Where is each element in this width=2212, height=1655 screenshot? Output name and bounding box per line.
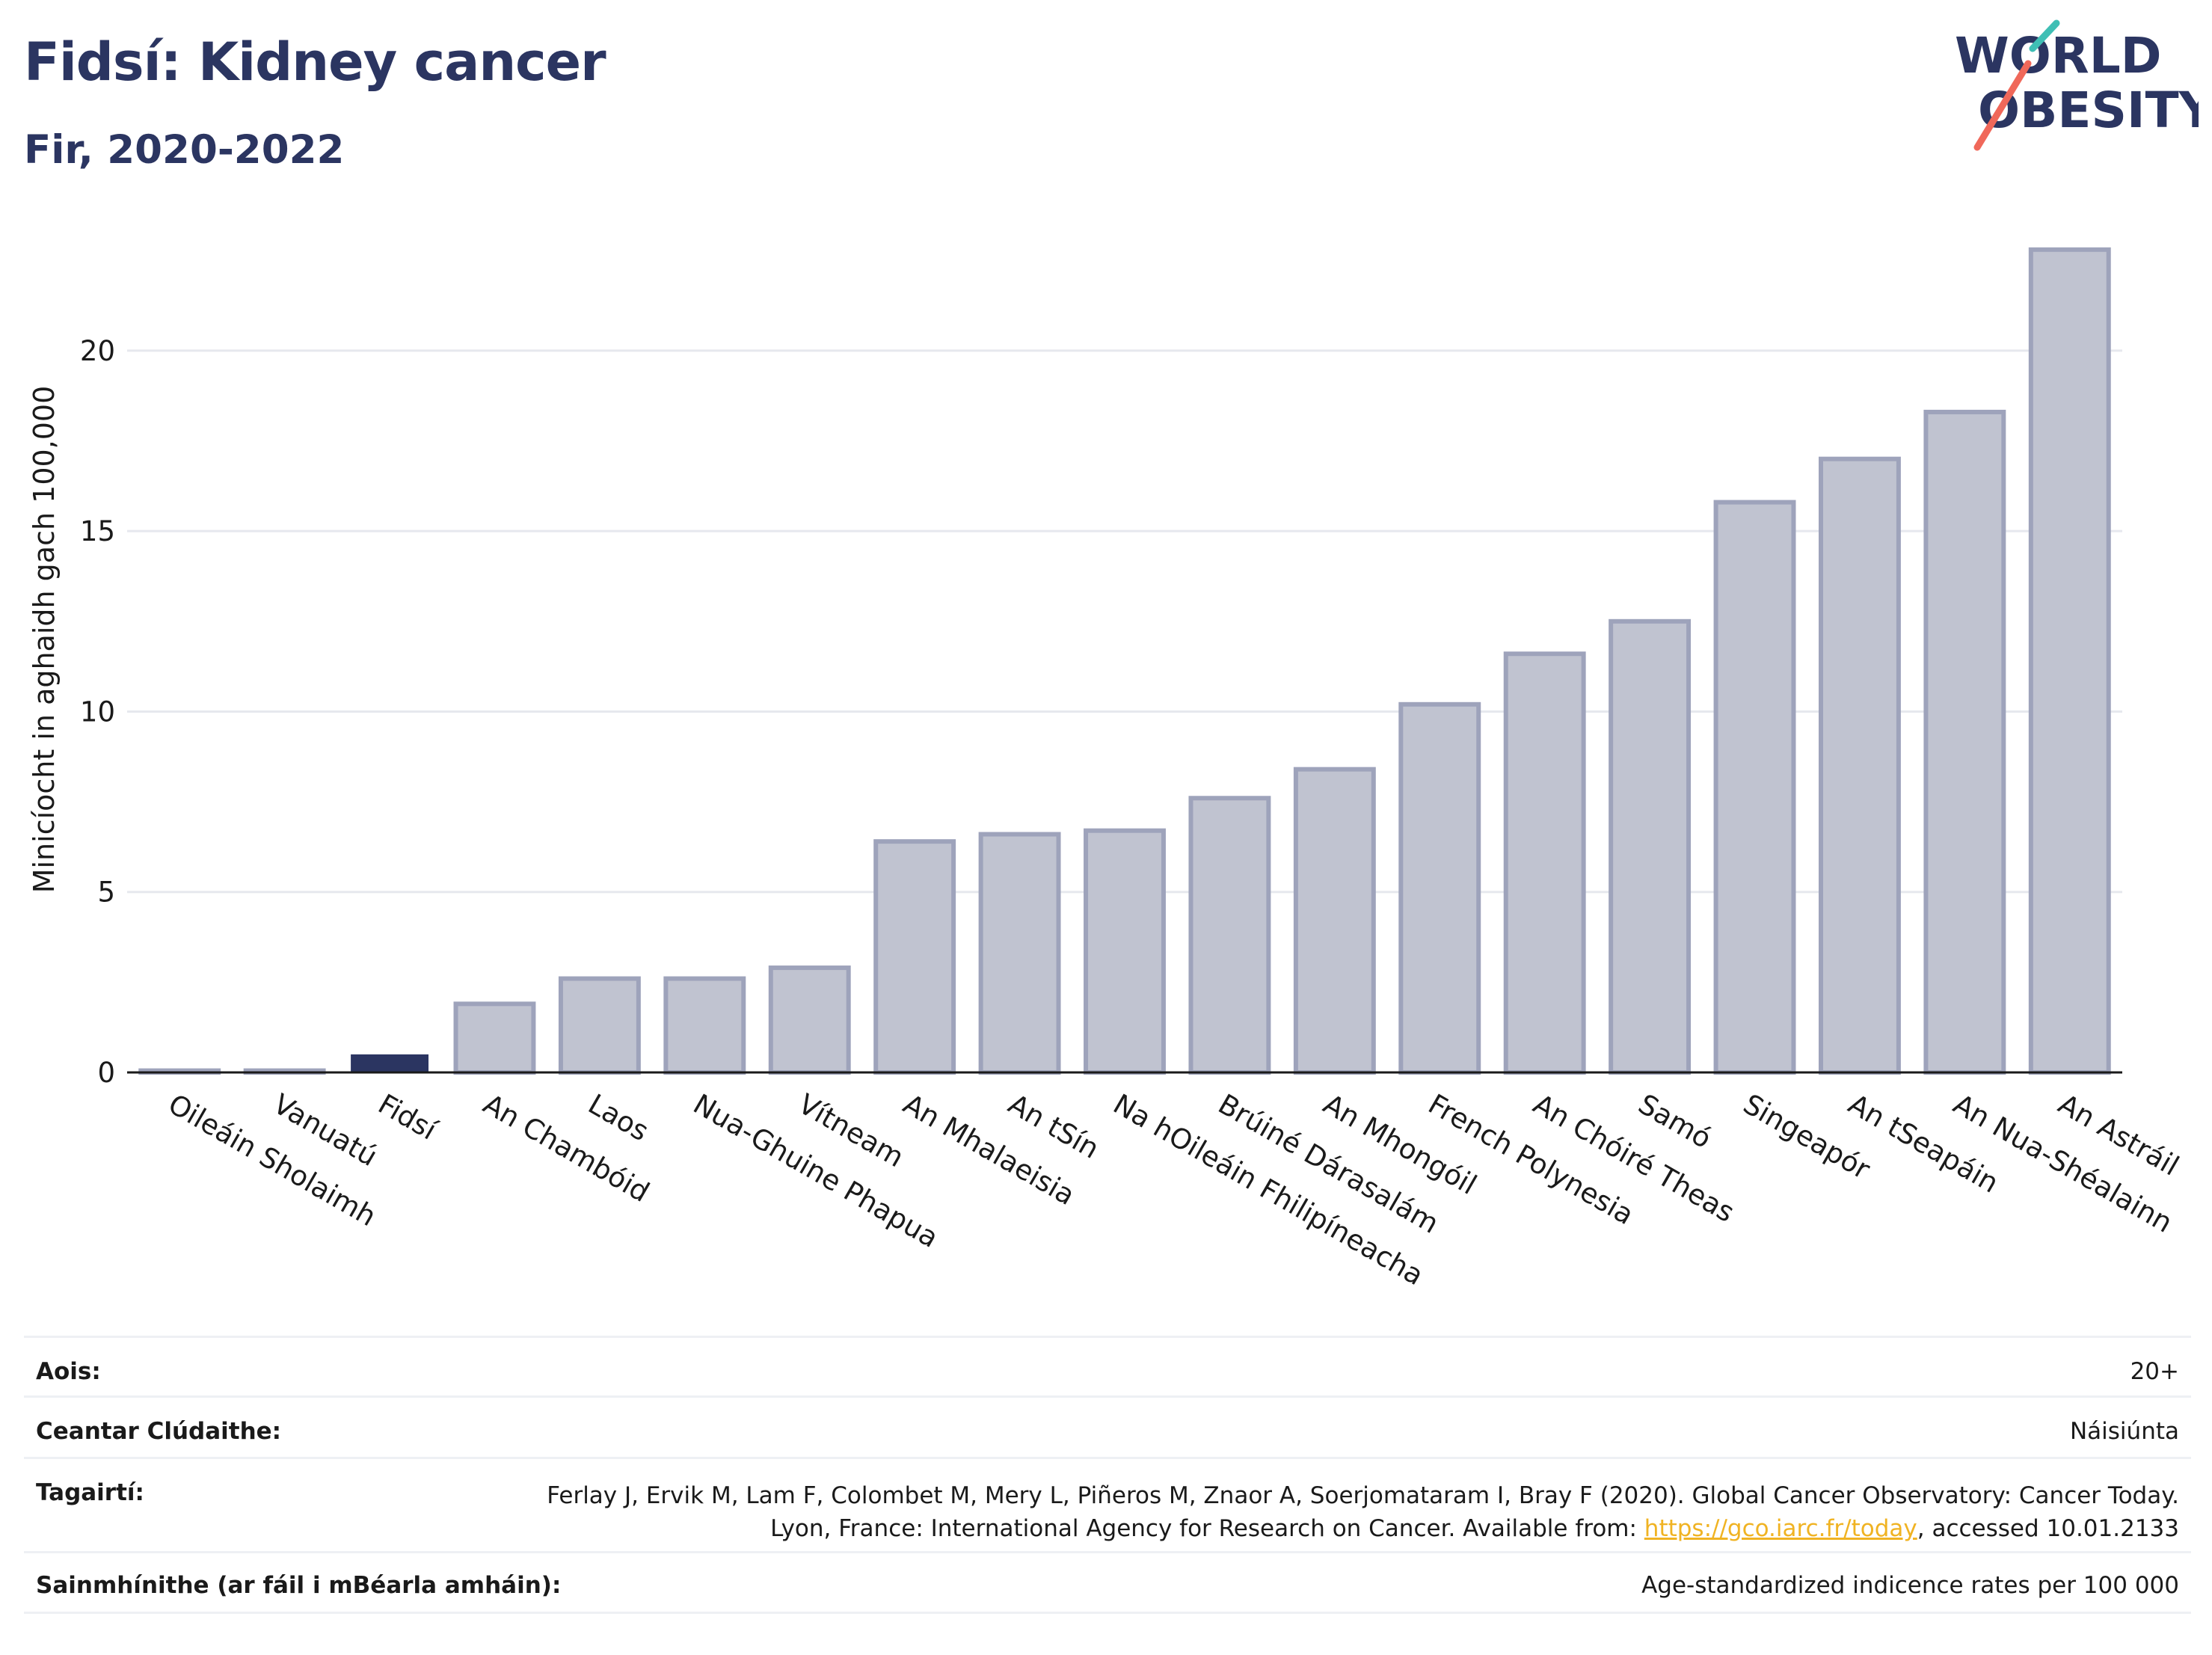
references-text: Ferlay J, Ervik M, Lam F, Colombet M, Me… bbox=[547, 1482, 2179, 1542]
references-value: Ferlay J, Ervik M, Lam F, Colombet M, Me… bbox=[534, 1479, 2179, 1545]
definitions-value: Age-standardized indicence rates per 100… bbox=[1641, 1572, 2179, 1599]
bar bbox=[1293, 767, 1376, 1075]
logo-slash-red bbox=[1973, 60, 2032, 151]
x-tick-label: Fidsí bbox=[373, 1088, 443, 1147]
definitions-label: Sainmhínithe (ar fáil i mBéarla amháin): bbox=[36, 1572, 562, 1599]
y-axis-label: Minicíocht in aghaidh gach 100,000 bbox=[28, 386, 61, 894]
info-row-coverage: Ceantar Clúdaithe: Náisiúnta bbox=[24, 1395, 2191, 1457]
chart-subtitle: Fir, 2020-2022 bbox=[24, 127, 345, 173]
y-tick-label: 5 bbox=[97, 876, 115, 909]
y-tick-label: 15 bbox=[80, 515, 115, 547]
info-row-age: Aois: 20+ bbox=[24, 1336, 2191, 1395]
world-obesity-logo: WORLD OBESITY bbox=[1955, 19, 2199, 151]
bar bbox=[768, 965, 851, 1075]
logo-text-world: WORLD bbox=[1955, 27, 2162, 85]
bar bbox=[1084, 828, 1166, 1075]
bar bbox=[1713, 500, 1796, 1075]
bar bbox=[351, 1054, 429, 1072]
logo-slash-teal bbox=[2029, 19, 2060, 52]
bars bbox=[138, 247, 2111, 1075]
y-tick-label: 20 bbox=[80, 335, 115, 367]
coverage-label: Ceantar Clúdaithe: bbox=[36, 1418, 282, 1445]
x-tick-label: Laos bbox=[583, 1088, 654, 1148]
bar bbox=[453, 1001, 536, 1075]
age-value: 20+ bbox=[2130, 1358, 2179, 1385]
x-tick-label: An Mhalaeisia bbox=[898, 1088, 1081, 1212]
y-tick-label: 10 bbox=[80, 696, 115, 728]
bar bbox=[1923, 409, 2006, 1075]
bar bbox=[2028, 247, 2111, 1075]
bar bbox=[1503, 651, 1586, 1075]
age-label: Aois: bbox=[36, 1358, 101, 1385]
coverage-value: Náisiúnta bbox=[2069, 1418, 2179, 1445]
bar bbox=[1609, 618, 1692, 1075]
references-label: Tagairtí: bbox=[36, 1479, 144, 1506]
bar bbox=[873, 839, 956, 1075]
chart-title: Fidsí: Kidney cancer bbox=[24, 31, 606, 93]
bar bbox=[978, 832, 1061, 1075]
x-tick-label: Samó bbox=[1633, 1088, 1717, 1155]
bar bbox=[1818, 456, 1901, 1075]
y-tick-label: 0 bbox=[97, 1057, 115, 1089]
bar bbox=[1188, 796, 1271, 1075]
bar bbox=[663, 976, 746, 1075]
references-accessed: , accessed 10.01.2133 bbox=[1917, 1515, 2179, 1542]
info-row-references: Tagairtí: Ferlay J, Ervik M, Lam F, Colo… bbox=[24, 1457, 2191, 1551]
info-row-definitions: Sainmhínithe (ar fáil i mBéarla amháin):… bbox=[24, 1551, 2191, 1614]
references-link[interactable]: https://gco.iarc.fr/today bbox=[1644, 1515, 1917, 1542]
bar bbox=[558, 976, 641, 1075]
bar bbox=[1398, 701, 1481, 1075]
info-table: Aois: 20+ Ceantar Clúdaithe: Náisiúnta T… bbox=[24, 1336, 2191, 1614]
